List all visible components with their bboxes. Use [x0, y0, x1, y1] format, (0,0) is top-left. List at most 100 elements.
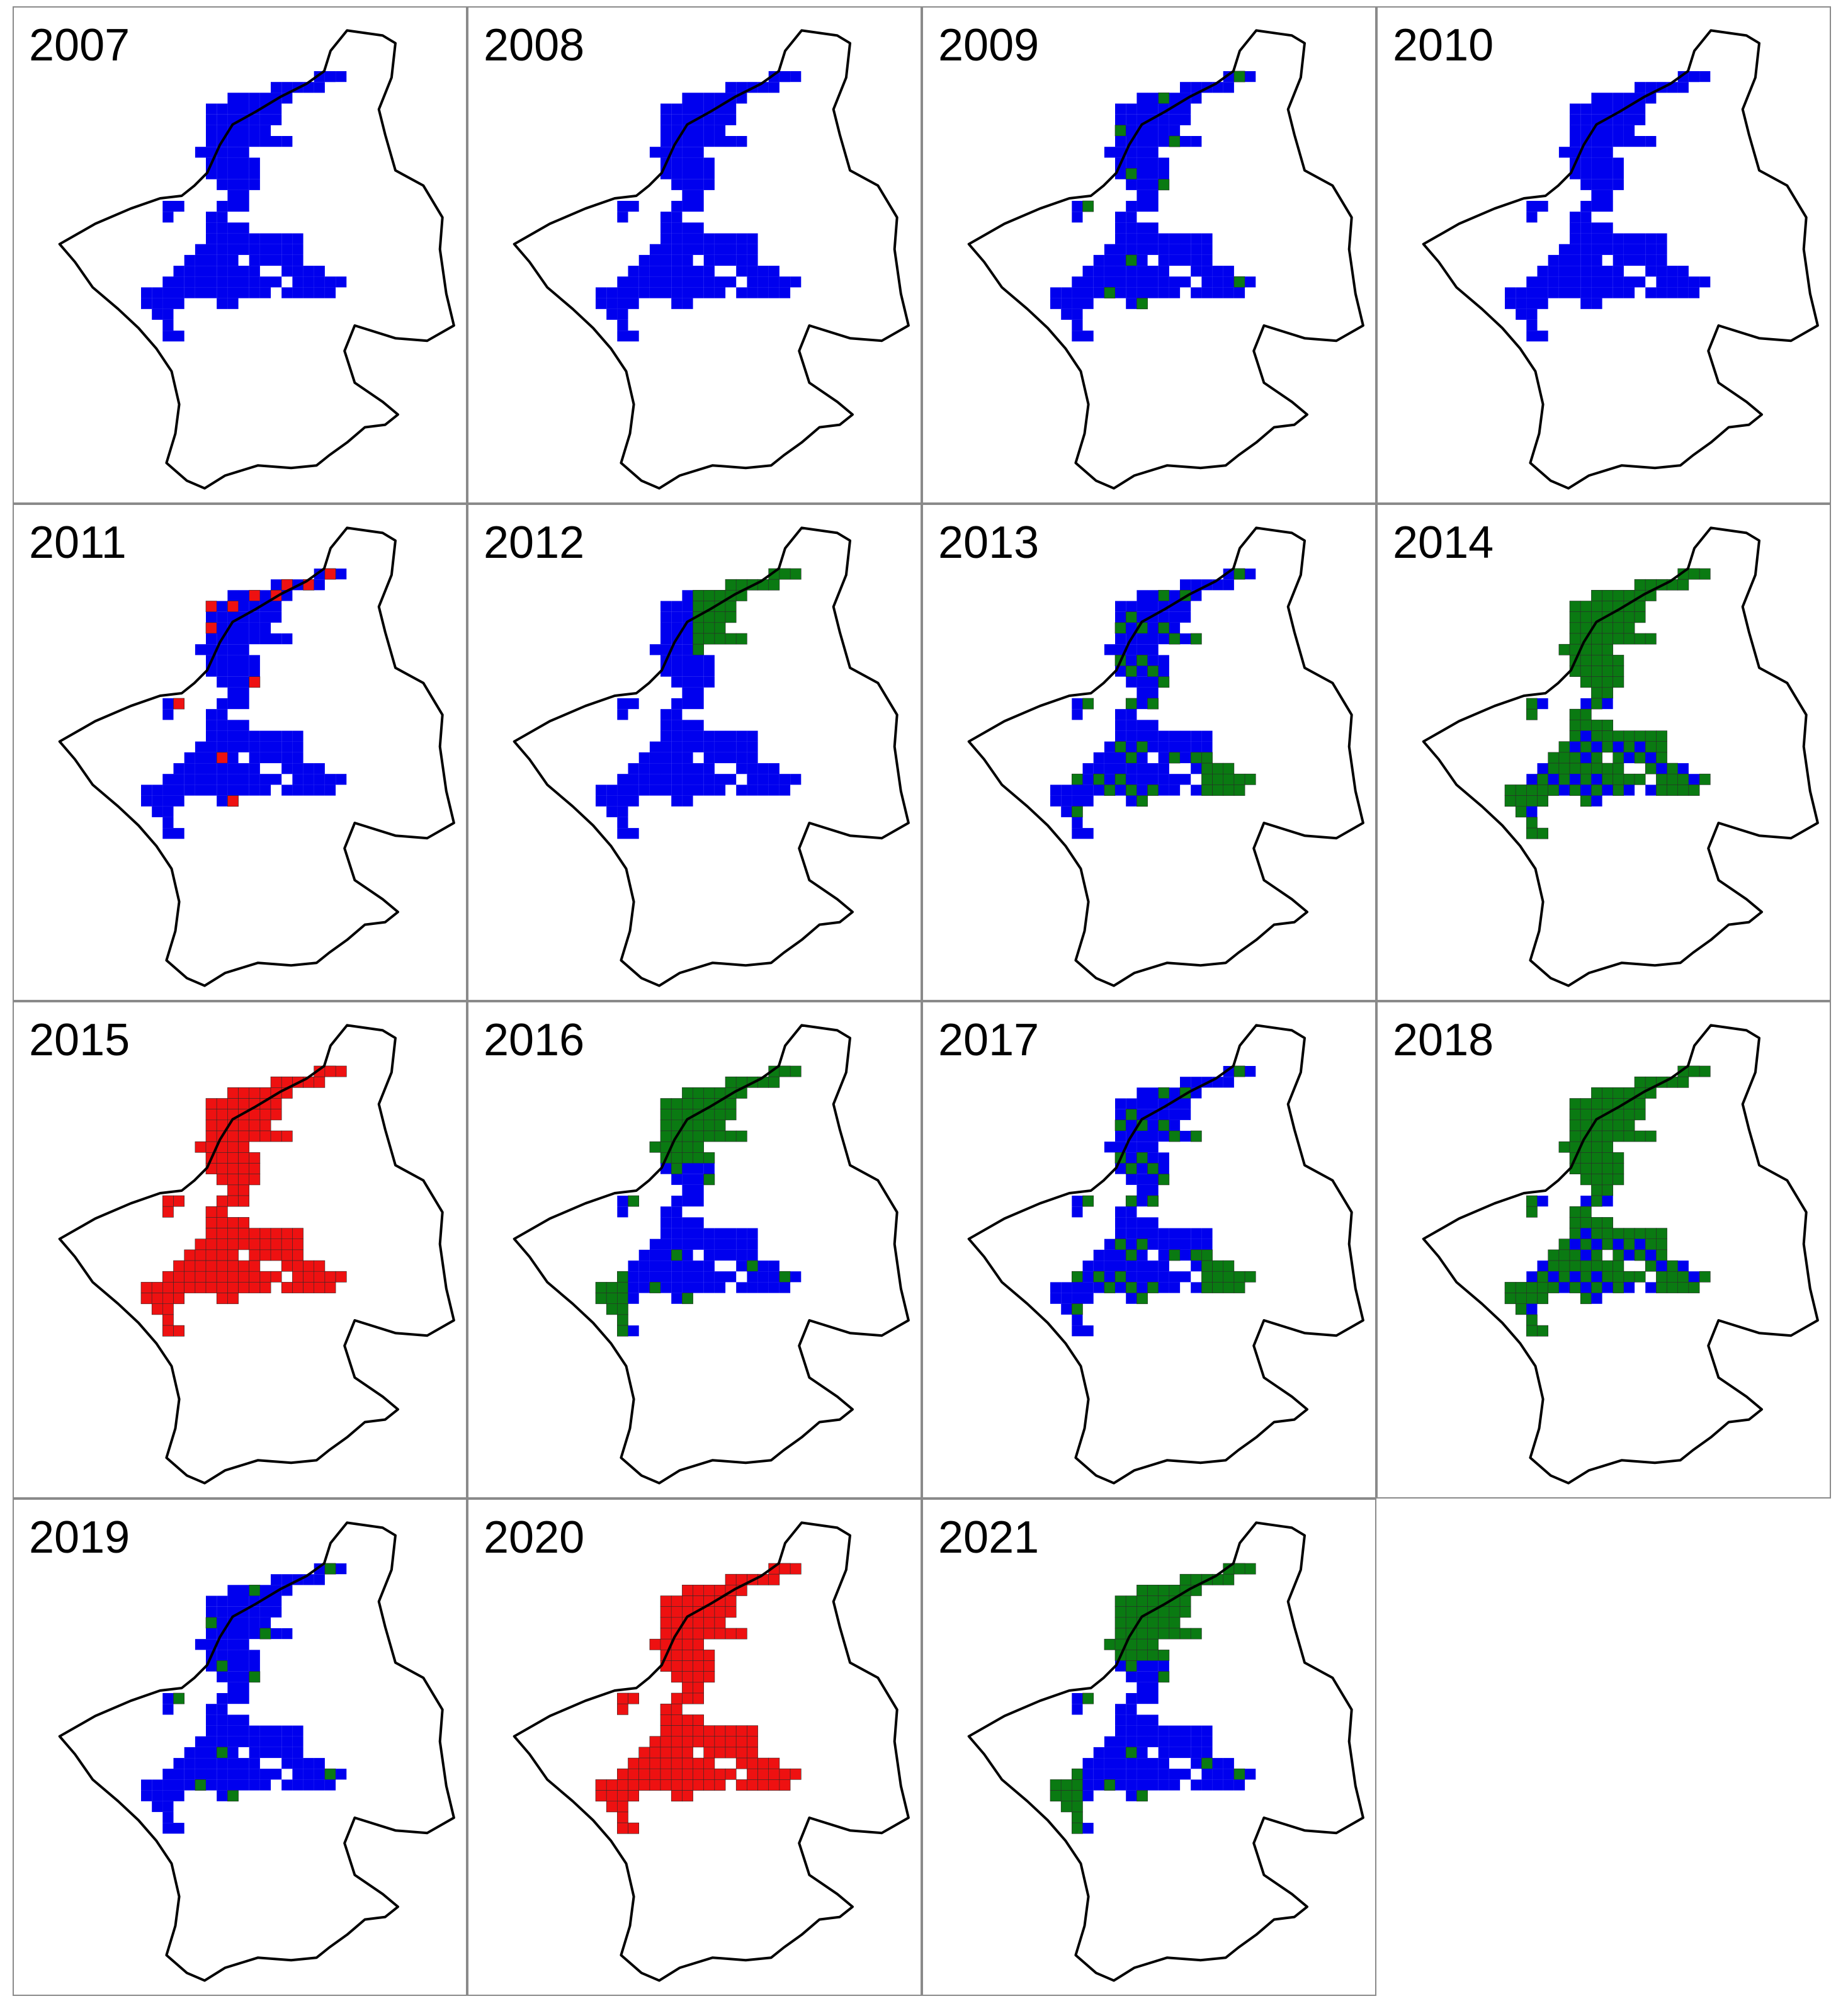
grid-cell	[336, 1563, 347, 1575]
grid-cell	[682, 1650, 693, 1661]
grid-cell	[628, 1757, 640, 1769]
grid-cell	[703, 1606, 715, 1618]
grid-cell	[693, 676, 704, 688]
grid-cell	[649, 763, 661, 774]
grid-cell	[238, 1725, 249, 1737]
grid-cell	[747, 1238, 758, 1250]
grid-cell	[324, 1768, 336, 1780]
grid-cell	[281, 633, 293, 645]
grid-cell	[660, 1206, 672, 1218]
grid-cell	[1580, 254, 1592, 266]
grid-cell	[1569, 730, 1581, 742]
grid-cell	[660, 1238, 672, 1250]
grid-cell	[1580, 752, 1592, 764]
grid-cell	[205, 1130, 217, 1142]
grid-cell	[1169, 1228, 1181, 1239]
grid-cell	[1072, 1704, 1083, 1715]
grid-cell	[1093, 1271, 1105, 1283]
grid-cell	[1115, 709, 1126, 720]
grid-cell	[1072, 773, 1083, 785]
grid-cell	[1147, 168, 1159, 179]
grid-cell	[1537, 1293, 1549, 1305]
grid-cell	[162, 212, 174, 223]
grid-cell	[714, 1271, 726, 1283]
grid-cell	[671, 785, 683, 796]
grid-cell	[703, 244, 715, 255]
grid-cell	[1115, 254, 1126, 266]
grid-cell	[638, 1271, 650, 1283]
grid-cell	[259, 1109, 271, 1121]
grid-cell	[227, 666, 239, 677]
grid-cell	[617, 1282, 628, 1293]
grid-cell	[1050, 1790, 1062, 1802]
grid-cell	[617, 774, 628, 785]
grid-cell	[1158, 785, 1169, 796]
grid-cell	[757, 1757, 769, 1769]
grid-cell	[1158, 254, 1169, 266]
grid-cell	[249, 655, 260, 666]
grid-cell	[292, 763, 303, 774]
grid-cell	[606, 298, 618, 309]
grid-cell	[1558, 1271, 1570, 1283]
grid-cell	[249, 1238, 261, 1250]
grid-cell	[1570, 103, 1581, 115]
grid-cell	[1688, 568, 1700, 580]
grid-cell	[757, 276, 769, 288]
grid-cell	[1061, 298, 1072, 309]
grid-cell	[1125, 1747, 1137, 1759]
grid-cell	[736, 741, 747, 752]
grid-cell	[725, 579, 737, 591]
grid-cell	[1688, 71, 1700, 82]
grid-cell	[1126, 1769, 1137, 1780]
grid-cell	[184, 266, 195, 277]
grid-cell	[693, 147, 704, 158]
grid-cell	[281, 1282, 293, 1293]
grid-cell	[671, 709, 683, 720]
grid-cell	[1201, 762, 1213, 774]
grid-cell	[693, 1638, 705, 1650]
grid-cell	[1115, 233, 1126, 244]
grid-cell	[1147, 157, 1159, 169]
year-label: 2018	[1393, 1015, 1494, 1065]
grid-cell	[1125, 666, 1137, 677]
grid-cell	[671, 1747, 683, 1759]
grid-cell	[638, 1757, 650, 1769]
grid-cell	[1125, 1650, 1137, 1661]
grid-cell	[206, 254, 217, 266]
grid-cell	[1623, 590, 1635, 601]
grid-cell	[671, 1098, 683, 1110]
grid-cell	[714, 1736, 726, 1748]
grid-cell	[1233, 568, 1245, 580]
grid-cell	[259, 1747, 271, 1759]
grid-cell	[649, 244, 661, 255]
grid-cell	[736, 254, 747, 266]
grid-cell	[1125, 1109, 1137, 1121]
grid-cell	[1634, 1109, 1646, 1121]
grid-cell	[735, 1736, 747, 1748]
year-label: 2016	[484, 1015, 585, 1065]
grid-cell	[1623, 136, 1635, 147]
grid-cell	[227, 276, 239, 288]
grid-cell	[725, 1238, 737, 1250]
grid-cell	[238, 1228, 250, 1240]
grid-cell	[596, 785, 607, 796]
grid-cell	[324, 568, 336, 580]
grid-cell	[1602, 266, 1613, 277]
grid-cell	[1137, 1628, 1148, 1640]
grid-cell	[227, 1271, 239, 1283]
grid-cell	[1580, 168, 1592, 179]
grid-cell	[682, 1736, 693, 1748]
grid-cell	[725, 82, 737, 93]
grid-cell	[1126, 1693, 1137, 1704]
grid-cell	[1223, 266, 1234, 277]
grid-cell	[1179, 1606, 1191, 1618]
grid-cell	[1504, 795, 1516, 807]
grid-cell	[259, 1779, 271, 1791]
grid-cell	[1147, 103, 1159, 115]
grid-cell	[238, 233, 249, 244]
grid-cell	[1147, 1628, 1159, 1640]
grid-cell	[217, 276, 228, 288]
grid-cell	[217, 212, 228, 223]
grid-cell	[259, 1282, 271, 1293]
grid-cell	[1223, 579, 1234, 591]
